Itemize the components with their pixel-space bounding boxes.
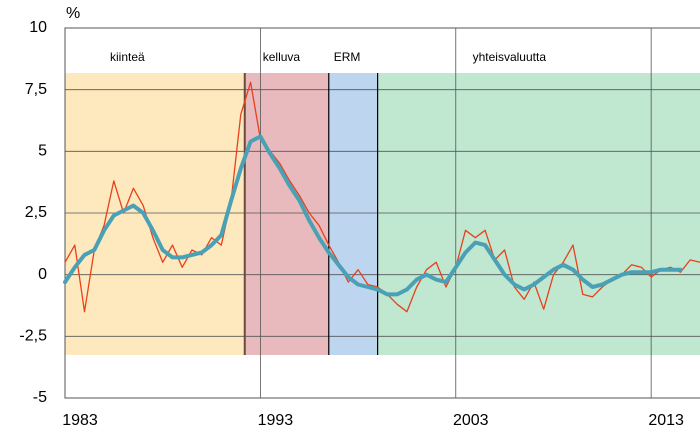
x-tick-label: 1983 — [62, 412, 98, 429]
y-tick-label: -2,5 — [19, 328, 47, 345]
y-tick-label: 0 — [38, 266, 47, 283]
y-tick-label: 5 — [38, 143, 47, 160]
region — [244, 73, 329, 355]
region-label: yhteisvaluutta — [473, 50, 547, 64]
x-tick-label: 2013 — [648, 412, 684, 429]
y-tick-label: 2,5 — [25, 204, 47, 221]
region — [377, 73, 700, 355]
y-tick-label: 7,5 — [25, 81, 47, 98]
y-tick-label: -5 — [33, 389, 47, 406]
region — [328, 73, 378, 355]
region-label: kelluva — [263, 50, 301, 64]
region — [65, 73, 245, 355]
x-tick-label: 2003 — [453, 412, 489, 429]
plot-frame — [64, 27, 700, 399]
y-tick-label: 10 — [29, 19, 47, 36]
region-label: kiinteä — [110, 50, 145, 64]
y-unit: % — [66, 5, 80, 22]
x-tick-label: 1993 — [258, 412, 294, 429]
line-series — [63, 134, 683, 297]
region-label: ERM — [334, 50, 361, 64]
